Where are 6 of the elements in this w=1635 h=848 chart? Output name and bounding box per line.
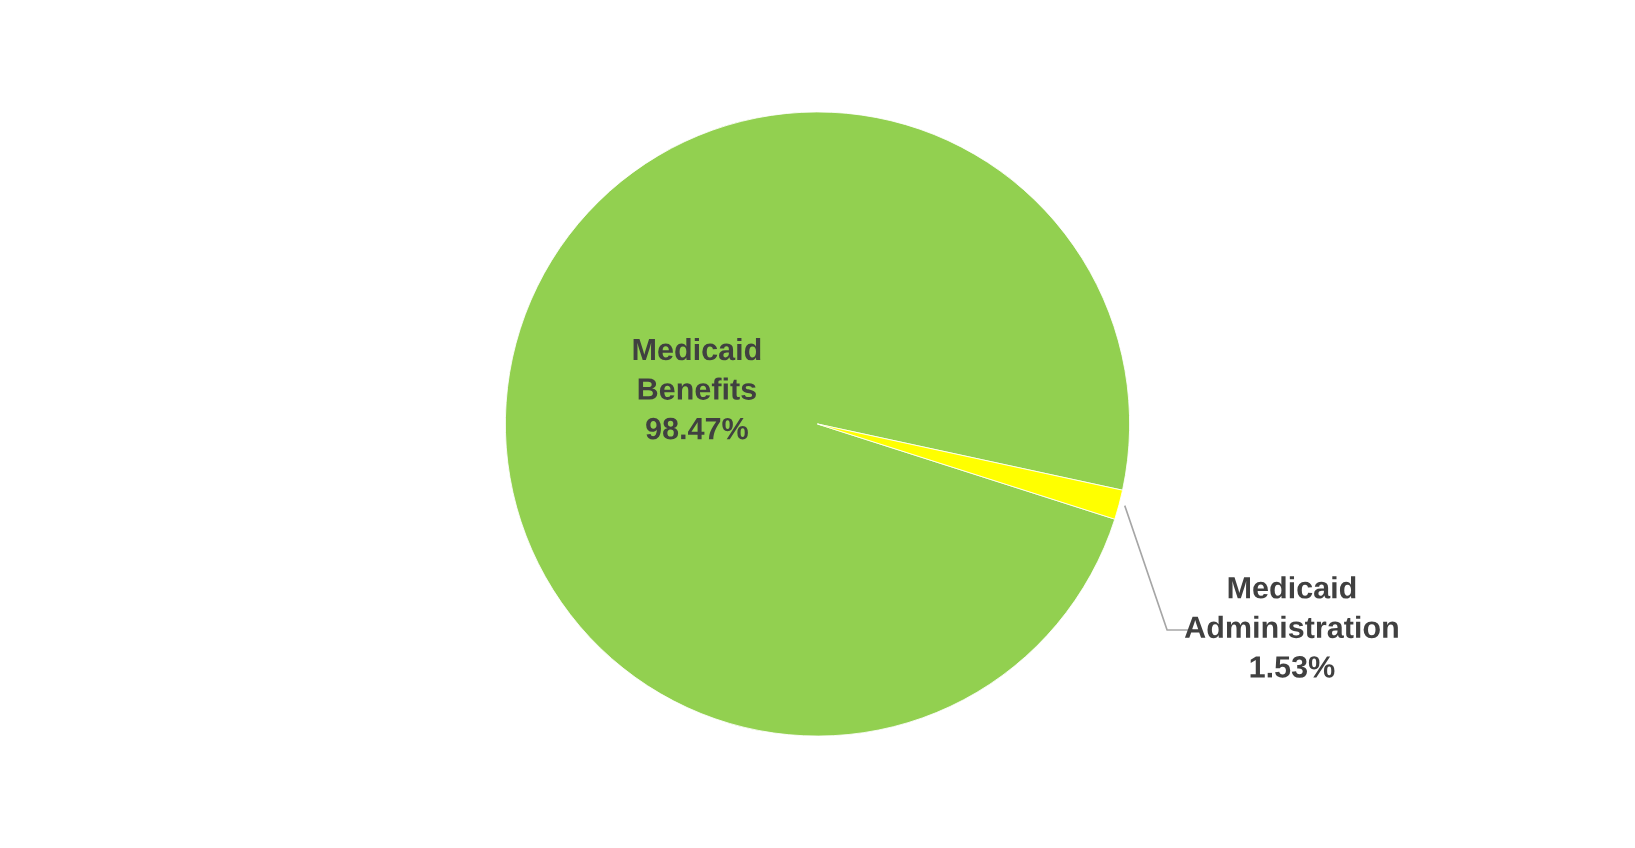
pie-slice (504, 111, 1131, 737)
data-label: 1.53% (1250, 656, 1335, 678)
data-label: 98.47% (646, 417, 748, 440)
slice-label: Medicaid Benefits (633, 337, 761, 400)
pie-slice (817, 423, 1123, 520)
slice-label: Medicaid Administration (1184, 576, 1398, 639)
